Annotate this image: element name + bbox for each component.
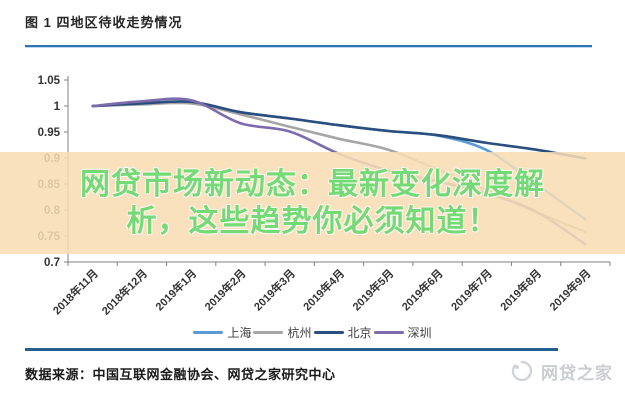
legend-item-北京: 北京 bbox=[313, 324, 372, 341]
line-chart: 1.0510.950.90.850.80.750.72018年11月2018年1… bbox=[0, 75, 625, 318]
legend-item-上海: 上海 bbox=[193, 324, 251, 341]
svg-text:0.95: 0.95 bbox=[38, 127, 61, 139]
data-source-note: 数据来源：中国互联网金融协会、网贷之家研究中心 bbox=[25, 367, 336, 382]
figure-title: 图 1 四地区待收走势情况 bbox=[25, 15, 183, 30]
svg-text:1: 1 bbox=[54, 101, 61, 113]
watermark-brand-text: 网贷之家 bbox=[541, 363, 613, 383]
legend-label: 北京 bbox=[347, 325, 372, 340]
legend-item-深圳: 深圳 bbox=[373, 324, 432, 341]
svg-text:2018年12月: 2018年12月 bbox=[99, 266, 150, 317]
chart-legend: 上海 杭州 北京 深圳 bbox=[0, 322, 625, 342]
title-divider bbox=[25, 45, 592, 48]
svg-text:2018年11月: 2018年11月 bbox=[50, 266, 101, 317]
headline-line-2: 析，这些趋势你必须知道！ bbox=[126, 205, 499, 238]
svg-text:0.7: 0.7 bbox=[44, 257, 60, 269]
legend-label: 深圳 bbox=[407, 325, 432, 340]
svg-text:2019年1月: 2019年1月 bbox=[152, 266, 199, 313]
footer-divider bbox=[25, 348, 558, 351]
legend-swatch bbox=[253, 330, 284, 334]
svg-text:2019年3月: 2019年3月 bbox=[251, 266, 298, 313]
legend-swatch bbox=[193, 330, 224, 334]
svg-text:2019年6月: 2019年6月 bbox=[399, 266, 446, 313]
legend-item-杭州: 杭州 bbox=[253, 324, 312, 341]
svg-text:2019年9月: 2019年9月 bbox=[546, 266, 593, 313]
legend-label: 上海 bbox=[227, 325, 252, 340]
wdzj-circle-logo-icon bbox=[511, 360, 533, 382]
headline-line-1: 网贷市场新动态：最新变化深度解 bbox=[80, 168, 545, 201]
headline-overlay-band: 网贷市场新动态：最新变化深度解 析，这些趋势你必须知道！ bbox=[0, 152, 625, 254]
svg-text:2019年7月: 2019年7月 bbox=[448, 266, 495, 313]
svg-text:2019年4月: 2019年4月 bbox=[300, 266, 347, 313]
svg-text:2019年5月: 2019年5月 bbox=[349, 266, 396, 313]
legend-swatch bbox=[313, 330, 344, 334]
svg-text:2019年2月: 2019年2月 bbox=[201, 266, 248, 313]
watermark: 网贷之家 bbox=[509, 358, 613, 384]
legend-swatch bbox=[373, 330, 404, 334]
legend-label: 杭州 bbox=[287, 325, 312, 340]
svg-text:1.05: 1.05 bbox=[38, 75, 61, 87]
svg-text:2019年8月: 2019年8月 bbox=[497, 266, 544, 313]
